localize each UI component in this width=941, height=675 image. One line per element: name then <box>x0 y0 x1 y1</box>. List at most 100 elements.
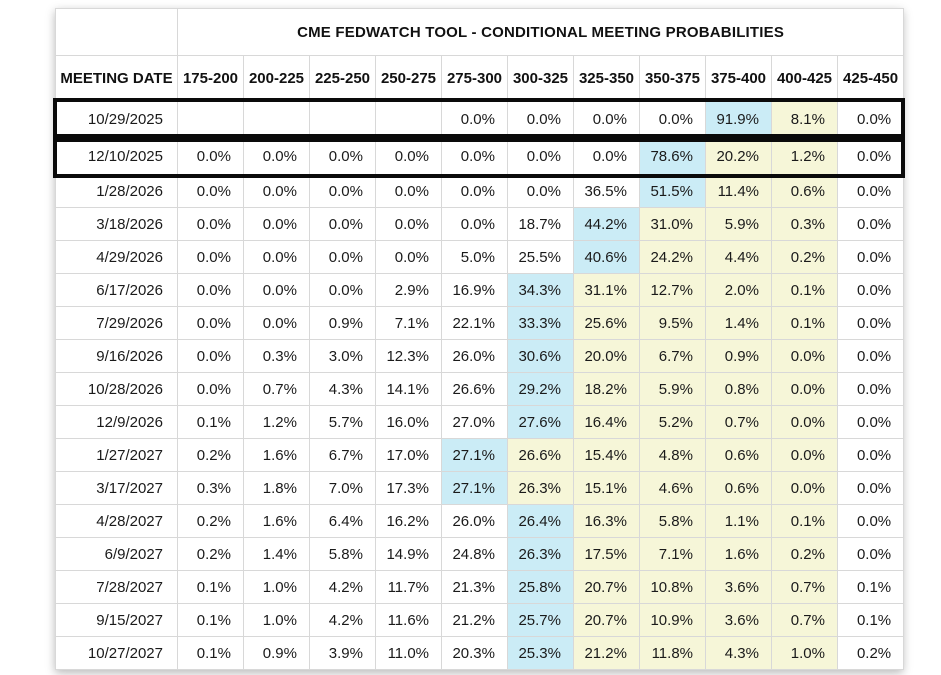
meeting-date-cell: 3/17/2027 <box>55 471 178 505</box>
meeting-date-cell: 4/29/2026 <box>55 240 178 274</box>
probability-cell: 25.7% <box>507 603 574 637</box>
probability-cell: 25.6% <box>573 306 640 340</box>
table-row: 12/9/2026 0.1% 1.2% 5.7% 16.0% 27.0% 27.6% 16.4… <box>55 405 905 439</box>
probability-cell: 0.0% <box>309 174 376 208</box>
table-row: 3/17/2027 0.3% 1.8% 7.0% 17.3% 27.1% 26.3% 15.1… <box>55 471 905 505</box>
probability-cell: 0.0% <box>309 137 376 175</box>
probability-cell: 26.0% <box>441 339 508 373</box>
probability-cell: 20.7% <box>573 603 640 637</box>
probability-cell: 5.9% <box>639 372 706 406</box>
probability-cell <box>309 100 376 138</box>
probability-cell: 26.3% <box>507 471 574 505</box>
probability-cell: 3.0% <box>309 339 376 373</box>
probability-cell: 21.3% <box>441 570 508 604</box>
meeting-date-cell: 1/27/2027 <box>55 438 178 472</box>
probability-cell: 0.0% <box>836 273 905 307</box>
probability-cell: 0.7% <box>771 603 838 637</box>
probability-cell: 0.3% <box>771 207 838 241</box>
probability-cell: 26.6% <box>441 372 508 406</box>
meeting-date-cell: 7/29/2026 <box>55 306 178 340</box>
probability-cell: 4.3% <box>309 372 376 406</box>
probability-cell: 0.0% <box>573 137 640 175</box>
probability-cell: 5.7% <box>309 405 376 439</box>
probability-cell: 0.0% <box>836 207 905 241</box>
table-row: 9/16/2026 0.0% 0.3% 3.0% 12.3% 26.0% 30.6% 20.0… <box>55 339 905 373</box>
column-header-row: MEETING DATE 175-200 200-225 225-250 250-275… <box>55 55 905 101</box>
probability-cell: 0.0% <box>243 207 310 241</box>
meeting-date-cell: 6/9/2027 <box>55 537 178 571</box>
probability-cell: 0.0% <box>177 207 244 241</box>
probability-cell: 0.0% <box>639 100 706 138</box>
rate-range-column-header: 200-225 <box>243 55 310 101</box>
probability-cell: 0.3% <box>177 471 244 505</box>
rate-range-column-header: 325-350 <box>573 55 640 101</box>
probability-cell: 0.0% <box>771 438 838 472</box>
probability-cell: 8.1% <box>771 100 838 138</box>
probability-cell: 27.0% <box>441 405 508 439</box>
probability-cell: 0.1% <box>771 504 838 538</box>
probability-cell: 4.8% <box>639 438 706 472</box>
probability-cell: 0.0% <box>375 137 442 175</box>
probability-cell: 0.3% <box>243 339 310 373</box>
probability-cell: 0.0% <box>836 339 905 373</box>
probability-cell: 4.3% <box>705 636 772 670</box>
meeting-date-cell: 9/15/2027 <box>55 603 178 637</box>
probability-cell: 4.4% <box>705 240 772 274</box>
probability-cell: 0.0% <box>375 207 442 241</box>
meeting-date-cell: 6/17/2026 <box>55 273 178 307</box>
table-title: CME FEDWATCH TOOL - CONDITIONAL MEETING … <box>176 8 905 56</box>
probability-cell: 1.2% <box>771 137 838 175</box>
probability-cell: 0.0% <box>573 100 640 138</box>
probability-cell: 0.0% <box>771 339 838 373</box>
rate-range-column-header: 225-250 <box>309 55 376 101</box>
probability-cell: 0.0% <box>836 174 905 208</box>
probability-cell: 0.0% <box>375 240 442 274</box>
probability-cell: 20.3% <box>441 636 508 670</box>
probability-cell: 0.0% <box>507 137 574 175</box>
probability-cell: 26.0% <box>441 504 508 538</box>
probability-cell: 0.1% <box>177 603 244 637</box>
probability-cell: 0.0% <box>177 174 244 208</box>
meeting-date-cell: 9/16/2026 <box>55 339 178 373</box>
table-row: 7/28/2027 0.1% 1.0% 4.2% 11.7% 21.3% 25.8% 20.7… <box>55 570 905 604</box>
table-row: 4/29/2026 0.0% 0.0% 0.0% 0.0% 5.0% 25.5% 40.6% 2… <box>55 240 905 274</box>
meeting-date-cell: 10/28/2026 <box>55 372 178 406</box>
meeting-date-cell: 3/18/2026 <box>55 207 178 241</box>
probability-cell: 0.2% <box>177 438 244 472</box>
probability-cell: 0.0% <box>771 471 838 505</box>
probability-cell: 21.2% <box>573 636 640 670</box>
probability-cell: 1.6% <box>243 438 310 472</box>
probability-cell: 0.1% <box>177 570 244 604</box>
probability-cell: 2.0% <box>705 273 772 307</box>
probability-cell: 0.0% <box>309 273 376 307</box>
probability-cell: 0.0% <box>243 273 310 307</box>
probability-cell: 0.0% <box>836 537 905 571</box>
probability-cell: 14.1% <box>375 372 442 406</box>
probability-cell: 0.0% <box>243 174 310 208</box>
probability-cell: 27.1% <box>441 438 508 472</box>
probability-cell: 16.2% <box>375 504 442 538</box>
probability-cell: 0.2% <box>836 636 905 670</box>
probability-cell: 0.0% <box>836 137 905 175</box>
probability-cell: 10.8% <box>639 570 706 604</box>
probability-cell: 0.0% <box>836 405 905 439</box>
fedwatch-probability-table: CME FEDWATCH TOOL - CONDITIONAL MEETING … <box>55 8 905 670</box>
probability-cell: 0.1% <box>771 306 838 340</box>
rate-range-column-header: 350-375 <box>639 55 706 101</box>
probability-cell: 0.9% <box>705 339 772 373</box>
probability-cell: 0.6% <box>705 471 772 505</box>
rate-range-column-header: 175-200 <box>177 55 244 101</box>
probability-cell: 51.5% <box>639 174 706 208</box>
probability-cell: 22.1% <box>441 306 508 340</box>
rate-range-column-header: 425-450 <box>836 55 905 101</box>
probability-cell: 20.2% <box>705 137 772 175</box>
probability-cell: 1.0% <box>243 570 310 604</box>
probability-cell: 0.1% <box>771 273 838 307</box>
probability-cell: 0.9% <box>309 306 376 340</box>
probability-cell: 1.2% <box>243 405 310 439</box>
table-row: 10/28/2026 0.0% 0.7% 4.3% 14.1% 26.6% 29.2% 18.… <box>55 372 905 406</box>
probability-cell: 0.1% <box>177 636 244 670</box>
probability-cell: 6.7% <box>639 339 706 373</box>
probability-cell: 0.1% <box>836 603 905 637</box>
probability-cell: 7.1% <box>639 537 706 571</box>
